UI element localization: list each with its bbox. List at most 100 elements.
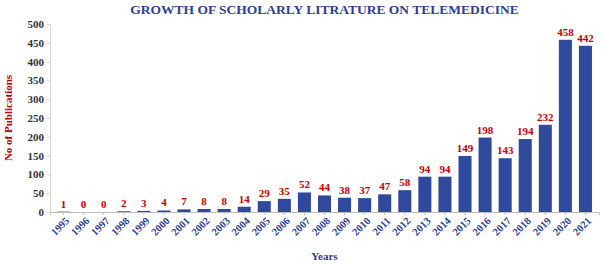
x-tick-label: 2014 bbox=[430, 215, 453, 238]
y-tick: 500 bbox=[28, 18, 51, 30]
y-tick-mark bbox=[47, 24, 50, 25]
bar bbox=[458, 156, 471, 212]
x-tick-label: 2012 bbox=[390, 215, 413, 238]
x-tick-label: 2013 bbox=[410, 215, 433, 238]
x-tick: 2013 bbox=[410, 212, 433, 238]
x-tick: 2014 bbox=[430, 212, 453, 238]
x-tick: 2003 bbox=[209, 212, 232, 238]
x-tick-label: 2004 bbox=[229, 215, 252, 238]
x-tick-label: 2021 bbox=[571, 215, 594, 238]
x-tick-mark bbox=[224, 212, 225, 215]
x-tick-mark bbox=[505, 212, 506, 215]
data-label: 38 bbox=[339, 184, 351, 196]
y-tick: 250 bbox=[28, 112, 51, 124]
x-tick: 2021 bbox=[571, 212, 594, 238]
bar bbox=[57, 211, 70, 212]
x-tick: 2001 bbox=[169, 212, 192, 238]
bar bbox=[499, 158, 512, 212]
x-tick-mark bbox=[284, 212, 285, 215]
x-tick: 2005 bbox=[250, 212, 273, 238]
y-tick-mark bbox=[47, 137, 50, 138]
y-tick: 450 bbox=[28, 37, 51, 49]
bar bbox=[117, 211, 130, 212]
x-tick-label: 1999 bbox=[129, 215, 152, 238]
x-tick-mark bbox=[244, 212, 245, 215]
y-tick-mark bbox=[47, 212, 50, 213]
x-tick: 2006 bbox=[270, 212, 293, 238]
x-tick-label: 2019 bbox=[531, 215, 554, 238]
bar bbox=[438, 177, 451, 212]
x-tick: 2011 bbox=[370, 212, 392, 237]
data-label: 94 bbox=[419, 163, 431, 175]
bar bbox=[198, 209, 211, 212]
data-label: 232 bbox=[537, 111, 554, 123]
x-tick-label: 1997 bbox=[89, 215, 112, 238]
x-tick: 2017 bbox=[490, 212, 513, 238]
x-tick-mark bbox=[103, 212, 104, 215]
bar bbox=[238, 207, 251, 212]
y-tick: 50 bbox=[33, 187, 50, 199]
x-tick-mark bbox=[123, 212, 124, 215]
x-tick: 1997 bbox=[89, 212, 112, 238]
x-tick-mark bbox=[585, 212, 586, 215]
x-tick-mark bbox=[565, 212, 566, 215]
bars bbox=[57, 40, 592, 212]
data-label: 2 bbox=[121, 197, 127, 209]
x-tick-mark bbox=[485, 212, 486, 215]
x-tick: 2012 bbox=[390, 212, 413, 238]
data-label: 7 bbox=[181, 195, 187, 207]
bar bbox=[418, 177, 431, 212]
y-axis: 050100150200250300350400450500 bbox=[28, 18, 51, 218]
y-tick-mark bbox=[47, 118, 50, 119]
x-axis: 1995199619971998199920002001200220032004… bbox=[49, 212, 600, 238]
x-tick: 1996 bbox=[69, 212, 92, 238]
y-tick-label: 250 bbox=[28, 112, 45, 124]
data-label: 149 bbox=[457, 142, 474, 154]
x-tick: 2002 bbox=[189, 212, 212, 238]
data-label: 442 bbox=[577, 32, 594, 44]
x-tick: 2008 bbox=[310, 212, 333, 238]
x-tick-label: 1998 bbox=[109, 215, 132, 238]
y-tick-label: 350 bbox=[28, 74, 45, 86]
x-tick-label: 2017 bbox=[490, 215, 513, 238]
y-tick-mark bbox=[47, 99, 50, 100]
y-tick-label: 50 bbox=[33, 187, 45, 199]
y-axis-title: No of Publications bbox=[2, 74, 14, 161]
x-tick: 1999 bbox=[129, 212, 152, 238]
x-tick-mark bbox=[424, 212, 425, 215]
y-tick: 200 bbox=[28, 131, 51, 143]
x-tick: 2018 bbox=[510, 212, 533, 238]
bar bbox=[378, 194, 391, 212]
data-label: 4 bbox=[161, 196, 167, 208]
bar bbox=[157, 210, 170, 212]
data-label: 29 bbox=[259, 187, 271, 199]
bar bbox=[177, 209, 190, 212]
y-tick: 0 bbox=[39, 206, 51, 218]
x-tick-mark bbox=[545, 212, 546, 215]
x-tick-mark bbox=[183, 212, 184, 215]
x-tick-mark bbox=[324, 212, 325, 215]
y-tick-label: 300 bbox=[28, 93, 45, 105]
x-tick-label: 1996 bbox=[69, 215, 92, 238]
bar bbox=[338, 198, 351, 212]
y-tick: 350 bbox=[28, 74, 51, 86]
bar bbox=[579, 46, 592, 212]
x-tick-label: 2015 bbox=[450, 215, 473, 238]
y-tick: 150 bbox=[28, 150, 51, 162]
x-tick-mark bbox=[143, 212, 144, 215]
x-tick-mark bbox=[465, 212, 466, 215]
x-tick: 2019 bbox=[531, 212, 554, 238]
x-tick: 1998 bbox=[109, 212, 132, 238]
x-tick-mark bbox=[444, 212, 445, 215]
x-tick-label: 2010 bbox=[350, 215, 373, 238]
data-label: 8 bbox=[201, 195, 207, 207]
x-tick-mark bbox=[364, 212, 365, 215]
data-label: 458 bbox=[557, 26, 574, 38]
data-label: 37 bbox=[359, 184, 371, 196]
x-tick-label: 2007 bbox=[290, 215, 313, 238]
x-tick: 2015 bbox=[450, 212, 473, 238]
bar bbox=[539, 125, 552, 212]
bar bbox=[559, 40, 572, 212]
bar bbox=[318, 195, 331, 212]
y-tick-mark bbox=[47, 43, 50, 44]
